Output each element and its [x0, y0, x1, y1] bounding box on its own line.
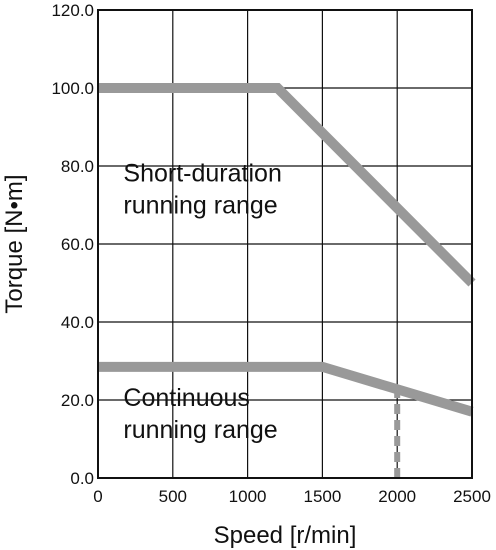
y-tick-label: 120.0: [51, 1, 94, 20]
x-axis-label: Speed [r/min]: [214, 522, 357, 549]
x-tick-label: 2000: [378, 487, 416, 506]
y-tick-label: 80.0: [61, 157, 94, 176]
x-tick-label: 500: [159, 487, 187, 506]
x-tick-label: 1000: [229, 487, 267, 506]
y-tick-label: 0.0: [70, 469, 94, 488]
series-group: [98, 83, 476, 478]
y-tick-label: 20.0: [61, 391, 94, 410]
plot-frame: [97, 9, 473, 479]
torque-limit-line-2: [98, 361, 474, 417]
x-tick-labels: 0 500 1000 1500 2000 2500: [93, 487, 491, 506]
torque-limit-line-1: [98, 83, 476, 287]
region-label: Short-duration running range: [123, 160, 281, 220]
y-tick-label: 60.0: [61, 235, 94, 254]
x-tick-label: 2500: [453, 487, 491, 506]
x-tick-label: 1500: [303, 487, 341, 506]
x-tick-label: 0: [93, 487, 102, 506]
y-tick-labels: 0.0 20.0 40.0 60.0 80.0 100.0 120.0: [51, 1, 94, 488]
annotations: Short-duration running range Continuous run…: [123, 160, 281, 444]
region-label: Continuous running range: [123, 384, 277, 444]
y-tick-label: 100.0: [51, 79, 94, 98]
y-tick-label: 40.0: [61, 313, 94, 332]
y-axis-label: Torque [N•m]: [1, 174, 28, 313]
